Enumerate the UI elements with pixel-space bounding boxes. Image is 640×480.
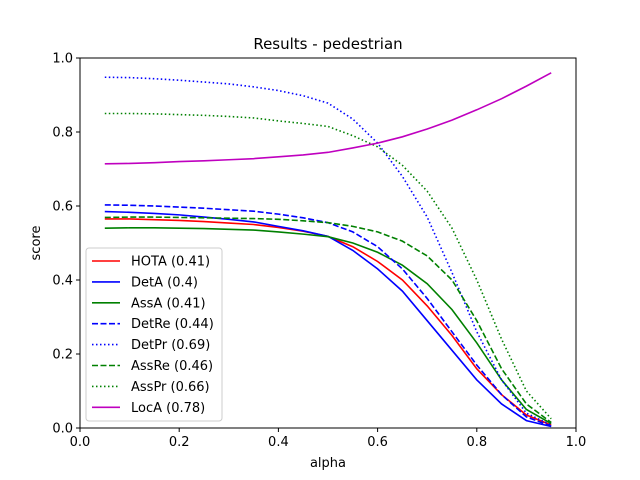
legend-items: HOTA (0.41) DetA (0.4) AssA (0.41) DetRe (0… bbox=[92, 255, 214, 416]
legend-label-0: HOTA (0.41) bbox=[131, 255, 210, 270]
y-tick-label: 0.8 bbox=[52, 126, 73, 141]
series-line-4 bbox=[104, 76, 552, 426]
x-tick-label: 0.2 bbox=[169, 435, 190, 450]
plot-lines bbox=[104, 72, 552, 428]
x-axis-ticks: 0.0 0.2 0.4 0.6 0.8 1.0 bbox=[70, 428, 587, 450]
legend: HOTA (0.41) DetA (0.4) AssA (0.41) DetRe (0… bbox=[85, 247, 223, 422]
x-tick-label: 1.0 bbox=[566, 435, 587, 450]
y-tick-label: 1.0 bbox=[52, 52, 73, 67]
x-axis-label: alpha bbox=[310, 456, 346, 471]
legend-box bbox=[85, 247, 223, 422]
y-axis-label: score bbox=[29, 226, 44, 261]
plot-frame bbox=[79, 57, 577, 429]
x-tick-label: 0.8 bbox=[466, 435, 487, 450]
chart-title: Results - pedestrian bbox=[253, 35, 402, 53]
series-line-7 bbox=[104, 72, 552, 165]
legend-label-6: AssPr (0.66) bbox=[131, 380, 210, 395]
series-line-5 bbox=[104, 216, 552, 424]
y-tick-label: 0.0 bbox=[52, 422, 73, 437]
y-tick-label: 0.6 bbox=[52, 200, 73, 215]
y-tick-label: 0.2 bbox=[52, 348, 73, 363]
legend-label-2: AssA (0.41) bbox=[131, 296, 206, 311]
x-tick-label: 0.6 bbox=[367, 435, 388, 450]
x-tick-label: 0.0 bbox=[70, 435, 91, 450]
legend-label-3: DetRe (0.44) bbox=[131, 317, 214, 332]
legend-label-4: DetPr (0.69) bbox=[131, 338, 210, 353]
x-tick-label: 0.4 bbox=[268, 435, 289, 450]
legend-label-5: AssRe (0.46) bbox=[131, 359, 213, 374]
y-tick-label: 0.4 bbox=[52, 274, 73, 289]
legend-label-1: DetA (0.4) bbox=[131, 275, 198, 290]
y-axis-ticks: 0.0 0.2 0.4 0.6 0.8 1.0 bbox=[52, 52, 80, 437]
legend-label-7: LocA (0.78) bbox=[131, 401, 205, 416]
series-line-2 bbox=[104, 227, 552, 425]
